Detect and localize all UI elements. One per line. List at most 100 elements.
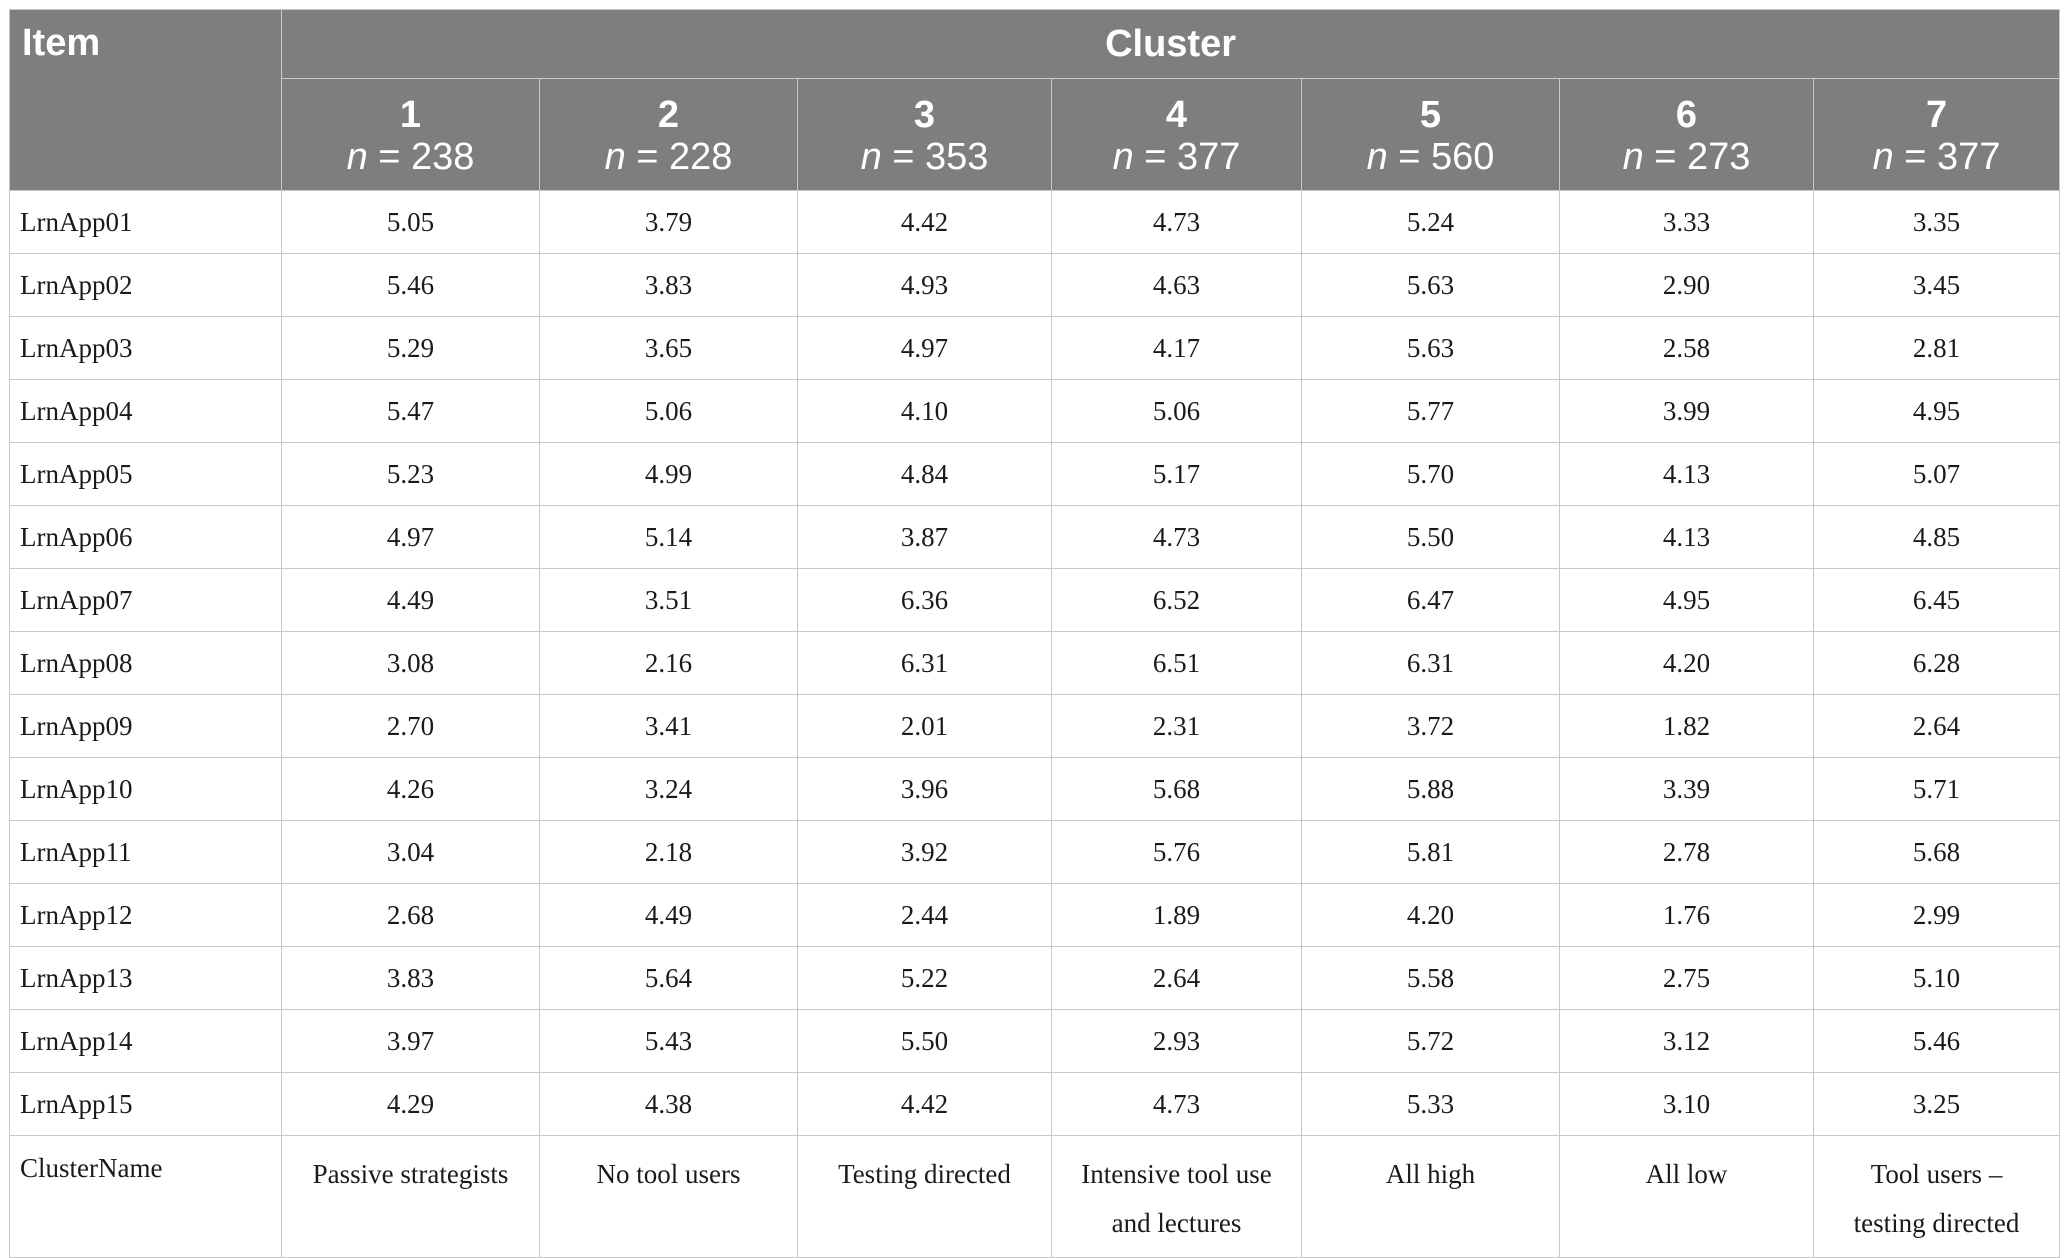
mean-value-cell: 5.23 <box>281 442 540 506</box>
cluster-name-cell: Testing directed <box>797 1135 1052 1258</box>
mean-value-cell: 1.89 <box>1051 883 1302 947</box>
n-value: 377 <box>1937 136 2001 178</box>
mean-value-cell: 4.95 <box>1559 568 1814 632</box>
mean-value-cell: 5.29 <box>281 316 540 380</box>
mean-value-cell: 4.97 <box>797 316 1052 380</box>
n-value: 238 <box>411 136 475 178</box>
mean-value-cell: 4.10 <box>797 379 1052 443</box>
n-symbol: n <box>604 136 626 178</box>
mean-value-cell: 5.47 <box>281 379 540 443</box>
cluster-n-count: n = 377 <box>1053 136 1300 178</box>
equals-sign: = <box>881 136 926 178</box>
mean-value-cell: 5.88 <box>1301 757 1560 821</box>
table-row: LrnApp09 2.70 3.41 2.01 2.31 3.72 1.82 2.64 <box>9 694 2061 758</box>
item-label: LrnApp09 <box>9 694 282 758</box>
mean-value-cell: 4.49 <box>539 883 798 947</box>
table-row: LrnApp02 5.46 3.83 4.93 4.63 5.63 2.90 3.45 <box>9 253 2061 317</box>
n-symbol: n <box>1872 136 1894 178</box>
cluster-name-line1: All high <box>1385 1159 1476 1189</box>
mean-value-cell: 5.14 <box>539 505 798 569</box>
header-row-top: Item Cluster <box>9 9 2061 191</box>
mean-value-cell: 5.33 <box>1301 1072 1560 1136</box>
mean-value-cell: 4.73 <box>1051 505 1302 569</box>
cluster-n-count: n = 560 <box>1303 136 1558 178</box>
table-row: LrnApp12 2.68 4.49 2.44 1.89 4.20 1.76 2.99 <box>9 883 2061 947</box>
mean-value-cell: 2.70 <box>281 694 540 758</box>
mean-value-cell: 4.84 <box>797 442 1052 506</box>
n-value: 353 <box>925 136 989 178</box>
cluster-number: 3 <box>913 94 936 136</box>
mean-value-cell: 2.93 <box>1051 1009 1302 1073</box>
mean-value-cell: 6.31 <box>797 631 1052 695</box>
cluster-number: 7 <box>1925 94 1948 136</box>
equals-sign: = <box>1893 136 1938 178</box>
mean-value-cell: 4.42 <box>797 190 1052 254</box>
item-label: LrnApp02 <box>9 253 282 317</box>
cluster-name-cell: Tool users – testing directed <box>1812 1135 2061 1258</box>
n-value: 228 <box>669 136 733 178</box>
mean-value-cell: 4.97 <box>281 505 540 569</box>
cluster-name-cell: Intensive tool use and lectures <box>1051 1135 1302 1258</box>
mean-value-cell: 5.71 <box>1812 757 2061 821</box>
mean-value-cell: 5.63 <box>1301 316 1560 380</box>
mean-value-cell: 5.68 <box>1812 820 2061 884</box>
mean-value-cell: 5.06 <box>1051 379 1302 443</box>
table-body: LrnApp01 5.05 3.79 4.42 4.73 5.24 3.33 3.35 LrnA… <box>9 190 2061 1258</box>
mean-value-cell: 2.68 <box>281 883 540 947</box>
mean-value-cell: 5.43 <box>539 1009 798 1073</box>
mean-value-cell: 3.08 <box>281 631 540 695</box>
mean-value-cell: 5.76 <box>1051 820 1302 884</box>
mean-value-cell: 2.64 <box>1051 946 1302 1010</box>
item-label: LrnApp14 <box>9 1009 282 1073</box>
cluster-number: 1 <box>399 94 422 136</box>
table-row: LrnApp14 3.97 5.43 5.50 2.93 5.72 3.12 5.46 <box>9 1009 2061 1073</box>
mean-value-cell: 5.46 <box>1812 1009 2061 1073</box>
mean-value-cell: 3.72 <box>1301 694 1560 758</box>
mean-value-cell: 6.28 <box>1812 631 2061 695</box>
mean-value-cell: 6.31 <box>1301 631 1560 695</box>
cluster-name-line2: testing directed <box>1853 1208 2020 1238</box>
mean-value-cell: 4.85 <box>1812 505 2061 569</box>
cluster-name-row-label: ClusterName <box>9 1135 282 1258</box>
mean-value-cell: 2.01 <box>797 694 1052 758</box>
mean-value-cell: 5.77 <box>1301 379 1560 443</box>
mean-value-cell: 6.45 <box>1812 568 2061 632</box>
item-label: LrnApp03 <box>9 316 282 380</box>
table-row: LrnApp11 3.04 2.18 3.92 5.76 5.81 2.78 5.68 <box>9 820 2061 884</box>
n-symbol: n <box>1112 136 1134 178</box>
mean-value-cell: 4.38 <box>539 1072 798 1136</box>
item-label: LrnApp11 <box>9 820 282 884</box>
mean-value-cell: 2.31 <box>1051 694 1302 758</box>
cluster-number: 2 <box>657 94 680 136</box>
mean-value-cell: 6.52 <box>1051 568 1302 632</box>
item-label: LrnApp08 <box>9 631 282 695</box>
mean-value-cell: 4.42 <box>797 1072 1052 1136</box>
mean-value-cell: 2.18 <box>539 820 798 884</box>
n-value: 377 <box>1177 136 1241 178</box>
mean-value-cell: 6.36 <box>797 568 1052 632</box>
n-symbol: n <box>1366 136 1388 178</box>
cluster-name-row: ClusterName Passive strategists No tool us… <box>9 1135 2061 1258</box>
equals-sign: = <box>1643 136 1688 178</box>
cluster-n-count: n = 238 <box>283 136 538 178</box>
item-label: LrnApp15 <box>9 1072 282 1136</box>
mean-value-cell: 5.81 <box>1301 820 1560 884</box>
mean-value-cell: 4.13 <box>1559 442 1814 506</box>
mean-value-cell: 4.26 <box>281 757 540 821</box>
item-label: LrnApp10 <box>9 757 282 821</box>
mean-value-cell: 3.33 <box>1559 190 1814 254</box>
mean-value-cell: 2.64 <box>1812 694 2061 758</box>
cluster-name-line1: Passive strategists <box>312 1159 509 1189</box>
n-symbol: n <box>346 136 368 178</box>
cluster-n-count: n = 228 <box>541 136 796 178</box>
mean-value-cell: 4.20 <box>1301 883 1560 947</box>
mean-value-cell: 3.97 <box>281 1009 540 1073</box>
table-row: LrnApp05 5.23 4.99 4.84 5.17 5.70 4.13 5.07 <box>9 442 2061 506</box>
mean-value-cell: 5.10 <box>1812 946 2061 1010</box>
mean-value-cell: 5.17 <box>1051 442 1302 506</box>
mean-value-cell: 5.46 <box>281 253 540 317</box>
